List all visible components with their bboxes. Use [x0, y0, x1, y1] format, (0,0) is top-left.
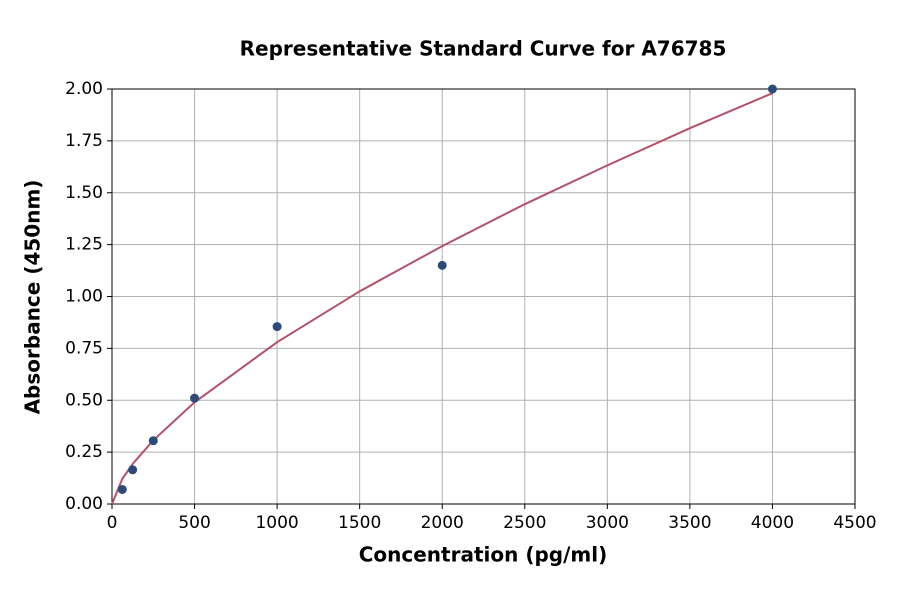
x-tick-label: 0: [107, 513, 118, 533]
data-point: [128, 465, 138, 475]
data-point: [767, 84, 777, 94]
y-tick-label: 1.50: [65, 183, 103, 203]
data-point: [437, 260, 447, 270]
y-tick-label: 0.50: [65, 390, 103, 410]
y-tick-label: 2.00: [65, 79, 103, 99]
x-tick-label: 4000: [751, 513, 794, 533]
x-tick-label: 500: [178, 513, 210, 533]
data-point: [272, 322, 282, 332]
y-axis-label: Absorbance (450nm): [21, 180, 45, 415]
y-tick-label: 0.25: [65, 442, 103, 462]
x-tick-label: 1000: [255, 513, 298, 533]
plot-frame: [111, 88, 856, 505]
y-tick-label: 1.00: [65, 287, 103, 307]
x-tick-label: 4500: [833, 513, 876, 533]
data-point: [190, 393, 200, 403]
x-tick-label: 3000: [586, 513, 629, 533]
y-tick-label: 0.00: [65, 494, 103, 514]
x-tick-label: 2000: [421, 513, 464, 533]
x-tick-label: 2500: [503, 513, 546, 533]
data-point: [117, 484, 127, 494]
data-point: [148, 436, 158, 446]
x-tick-label: 1500: [338, 513, 381, 533]
y-tick-label: 1.75: [65, 131, 103, 151]
chart-title: Representative Standard Curve for A76785: [240, 37, 727, 61]
y-tick-label: 0.75: [65, 338, 103, 358]
x-axis-label: Concentration (pg/ml): [359, 543, 608, 567]
y-tick-label: 1.25: [65, 235, 103, 255]
x-tick-label: 3500: [668, 513, 711, 533]
